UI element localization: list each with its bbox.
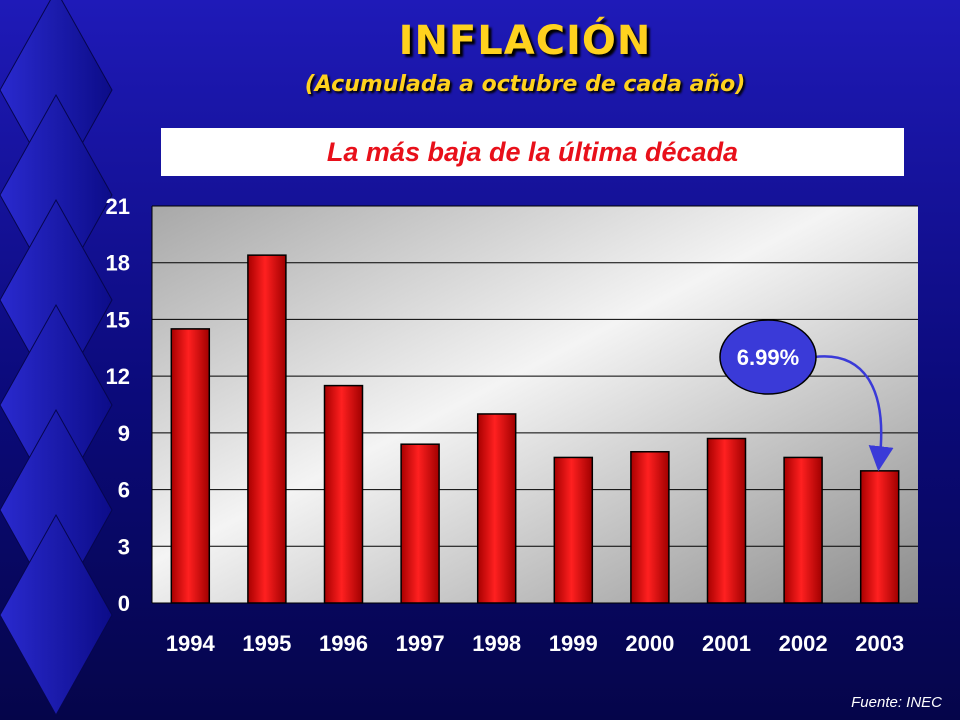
bar-1997 [400,443,440,604]
bar-2002 [783,456,823,604]
x-tick-label: 1994 [166,631,216,656]
callout-arrow [813,355,894,472]
x-tick-label: 1997 [396,631,445,656]
y-tick-label: 9 [118,421,130,446]
bar-1996 [323,384,364,604]
callout-bubble [719,319,817,395]
x-tick-label: 1996 [319,631,368,656]
page-title: INFLACIÓN [398,18,652,64]
x-tick-label: 2001 [702,631,751,656]
source-note: Fuente: INEC [851,694,942,711]
bar-1995 [247,254,287,604]
y-tick-label: 21 [106,194,130,219]
x-tick-label: 2000 [625,631,674,656]
bar-2003 [859,470,900,604]
y-tick-label: 6 [118,478,130,503]
callout-label: 6.99% [737,345,799,370]
page-subtitle: (Acumulada a octubre de cada año) [304,72,746,97]
bar-1994 [170,328,211,604]
x-tick-label: 1998 [472,631,521,656]
bar-1998 [476,413,517,604]
bar-2000 [630,451,670,604]
y-tick-label: 15 [106,307,130,332]
x-tick-label: 1999 [549,631,598,656]
bar-1999 [553,456,594,604]
headline-text: La más baja de la última década [326,136,739,167]
y-tick-label: 12 [106,364,130,389]
y-tick-label: 0 [118,591,130,616]
x-tick-label: 2003 [855,631,904,656]
y-tick-label: 18 [106,251,130,276]
x-tick-label: 2002 [779,631,828,656]
y-tick-label: 3 [118,534,130,559]
x-tick-label: 1995 [242,631,291,656]
headline-banner: La más baja de la última década [161,128,904,176]
bar-2001 [706,437,747,604]
